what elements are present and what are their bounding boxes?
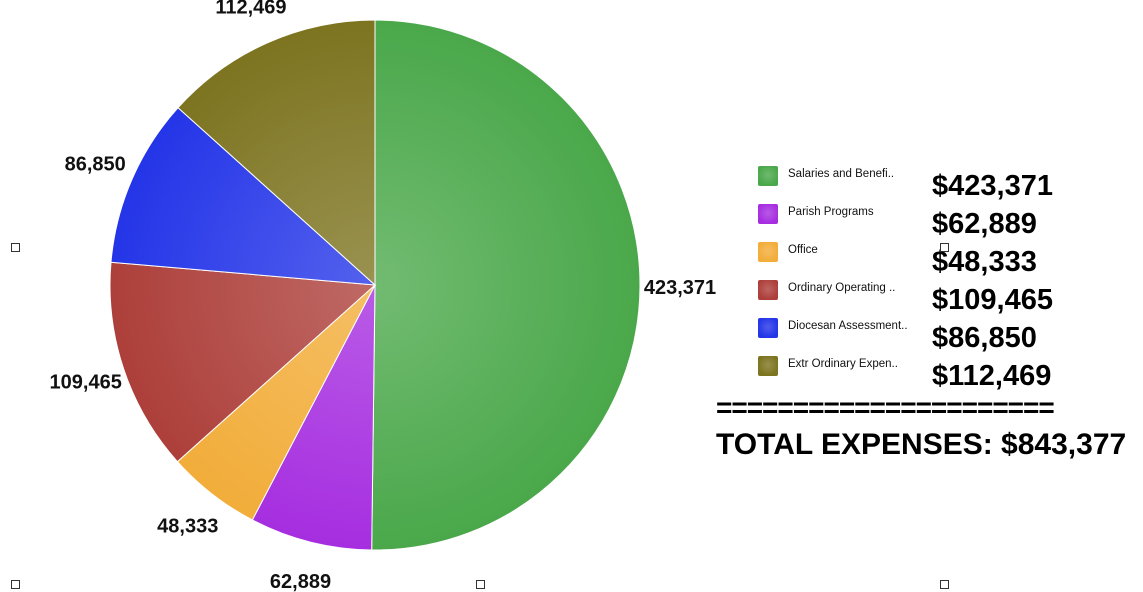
slice-label-diocesan-assessment: 86,850: [65, 154, 126, 176]
legend-amount: $62,889: [932, 208, 1037, 240]
legend-amount: $109,465: [932, 284, 1053, 316]
legend-swatch: [758, 166, 778, 186]
selection-handle[interactable]: [11, 580, 20, 589]
legend-item-office: Office $48,333: [758, 242, 1118, 278]
legend-item-parish-programs: Parish Programs $62,889: [758, 204, 1118, 240]
slice-label-office: 48,333: [157, 516, 218, 538]
legend-item-ordinary-operating: Ordinary Operating .. $109,465: [758, 280, 1118, 316]
legend-amount: $423,371: [932, 170, 1053, 202]
slice-label-extr-ordinary: 112,469: [215, 0, 286, 18]
legend-label: Parish Programs: [788, 206, 874, 218]
legend-swatch: [758, 280, 778, 300]
selection-handle[interactable]: [940, 243, 949, 252]
pie-slices: [109, 19, 641, 551]
pie-slice-salaries: [371, 19, 641, 551]
legend-amount: $112,469: [932, 360, 1052, 392]
legend-label: Ordinary Operating ..: [788, 282, 896, 294]
legend-amount: $48,333: [932, 246, 1037, 278]
legend-amount: $86,850: [932, 322, 1037, 354]
pie-slice-labels: 423,371 62,889 48,333 109,465 86,850 112,469: [50, 0, 717, 592]
legend-swatch: [758, 204, 778, 224]
legend-swatch: [758, 318, 778, 338]
selection-handle[interactable]: [940, 580, 949, 589]
slice-label-parish-programs: 62,889: [270, 571, 331, 592]
total-separator: ======================: [716, 392, 1055, 423]
pie-slice-diocesan-assessment: [110, 107, 377, 286]
selection-handle[interactable]: [11, 243, 20, 252]
legend-swatch: [758, 242, 778, 262]
legend-swatch: [758, 356, 778, 376]
legend-item-extr-ordinary: Extr Ordinary Expen.. $112,469: [758, 356, 1118, 392]
pie-slice-parish-programs: [251, 284, 376, 551]
legend-item-diocesan-assessment: Diocesan Assessment.. $86,850: [758, 318, 1118, 354]
legend-label: Diocesan Assessment..: [788, 320, 908, 332]
slice-label-ordinary-operating: 109,465: [50, 371, 122, 393]
selection-handle[interactable]: [476, 580, 485, 589]
legend-item-salaries: Salaries and Benefi.. $423,371: [758, 166, 1118, 202]
slice-label-salaries: 423,371: [644, 277, 716, 299]
legend-label: Salaries and Benefi..: [788, 168, 895, 180]
pie-chart: 423,371 62,889 48,333 109,465 86,850 112,469: [50, 0, 717, 592]
total-expenses: TOTAL EXPENSES: $843,377: [716, 428, 1127, 461]
pie-slice-ordinary-operating: [109, 261, 377, 463]
legend-label: Office: [788, 244, 818, 256]
legend-label: Extr Ordinary Expen..: [788, 358, 898, 370]
pie-slice-extr-ordinary: [177, 19, 376, 287]
